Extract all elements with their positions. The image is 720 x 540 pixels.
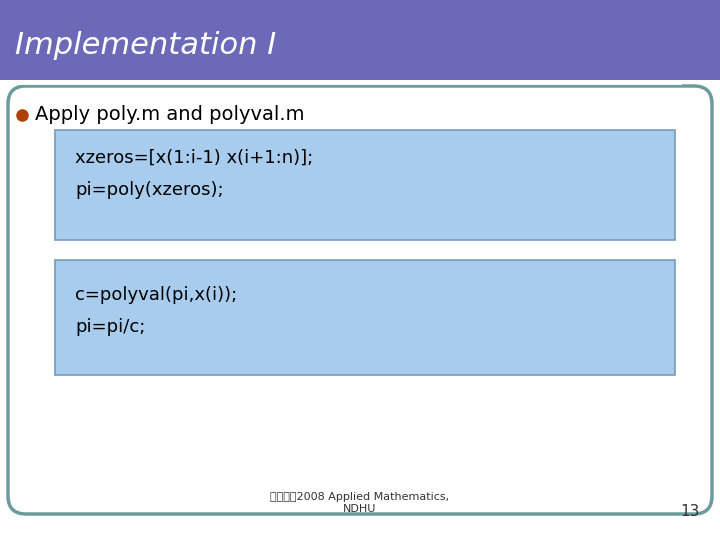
Text: Apply poly.m and polyval.m: Apply poly.m and polyval.m xyxy=(35,105,305,125)
Text: c=polyval(pi,x(i));: c=polyval(pi,x(i)); xyxy=(75,286,238,304)
FancyBboxPatch shape xyxy=(8,86,712,514)
FancyBboxPatch shape xyxy=(0,0,720,80)
FancyBboxPatch shape xyxy=(55,130,675,240)
Text: xzeros=[x(1:i-1) x(i+1:n)];: xzeros=[x(1:i-1) x(i+1:n)]; xyxy=(75,149,313,167)
FancyBboxPatch shape xyxy=(55,260,675,375)
Text: pi=poly(xzeros);: pi=poly(xzeros); xyxy=(75,181,224,199)
Text: pi=pi/c;: pi=pi/c; xyxy=(75,318,145,336)
Text: Implementation I: Implementation I xyxy=(15,30,276,59)
Text: 13: 13 xyxy=(680,504,700,519)
Text: 數値方法2008 Applied Mathematics,
NDHU: 數値方法2008 Applied Mathematics, NDHU xyxy=(271,492,449,514)
